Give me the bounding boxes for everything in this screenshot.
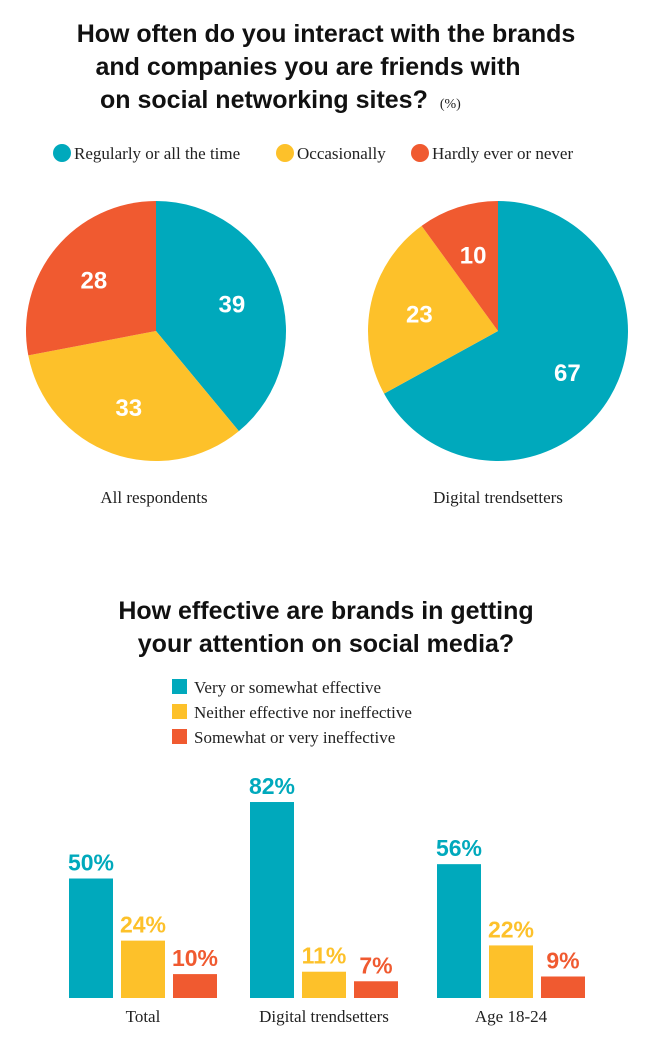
bar bbox=[437, 864, 481, 998]
pie-slice-label: 33 bbox=[115, 395, 142, 422]
pie-slice bbox=[384, 201, 628, 461]
pie-slice bbox=[368, 225, 498, 394]
bar bbox=[354, 981, 398, 998]
legend-swatch bbox=[172, 679, 187, 694]
pie-slice-label: 23 bbox=[406, 301, 433, 328]
bar-title-line-1: How effective are brands in getting bbox=[118, 597, 533, 625]
pie-legend: Regularly or all the time Occasionally Har… bbox=[53, 144, 573, 163]
bar-value-label: 24% bbox=[120, 912, 166, 938]
legend-label: Somewhat or very ineffective bbox=[194, 728, 395, 747]
pie-caption: Digital trendsetters bbox=[433, 488, 563, 507]
pie-slice-label: 28 bbox=[81, 268, 108, 295]
pie-title-line-1: How often do you interact with the brand… bbox=[77, 20, 576, 48]
bar-value-label: 10% bbox=[172, 945, 218, 971]
pie-slice-label: 10 bbox=[460, 242, 487, 269]
pie-title-line-3-group: on social networking sites? (%) bbox=[100, 86, 461, 114]
category-label: Digital trendsetters bbox=[259, 1007, 389, 1026]
bar bbox=[69, 878, 113, 998]
legend-label: Neither effective nor ineffective bbox=[194, 703, 412, 722]
pie-slice-label: 67 bbox=[554, 360, 581, 387]
pie-caption: All respondents bbox=[100, 488, 207, 507]
bar bbox=[250, 802, 294, 998]
pie-title-line-3: on social networking sites? bbox=[100, 86, 428, 114]
bar-value-label: 50% bbox=[68, 850, 114, 876]
bar bbox=[121, 940, 165, 998]
bar-value-label: 82% bbox=[249, 773, 295, 799]
bar-value-label: 7% bbox=[359, 952, 392, 978]
pie-slice bbox=[25, 201, 156, 356]
legend-label: Hardly ever or never bbox=[432, 144, 573, 163]
bar-title-line-2: your attention on social media? bbox=[138, 630, 514, 658]
bar bbox=[489, 945, 533, 998]
legend-swatch bbox=[411, 144, 429, 162]
legend-swatch bbox=[172, 704, 187, 719]
category-label: Age 18-24 bbox=[475, 1007, 548, 1026]
legend-swatch bbox=[276, 144, 294, 162]
legend-label: Regularly or all the time bbox=[74, 144, 240, 163]
bar bbox=[541, 976, 585, 998]
pie-slice bbox=[156, 201, 287, 432]
bar-value-label: 22% bbox=[488, 916, 534, 942]
pie-slice-label: 39 bbox=[218, 292, 245, 319]
bar-value-label: 9% bbox=[546, 947, 579, 973]
bar bbox=[173, 974, 217, 998]
pie-slice bbox=[28, 331, 239, 461]
legend-label: Very or somewhat effective bbox=[194, 678, 381, 697]
bar-value-label: 11% bbox=[302, 943, 347, 969]
legend-swatch bbox=[172, 729, 187, 744]
pies: 39 33 28 All respondents 67 23 10 Digital trend… bbox=[25, 201, 628, 507]
bars: 50% 24%10% Total 82% 11% 7% Digital trendsette… bbox=[68, 773, 585, 1026]
bar-value-label: 56% bbox=[436, 835, 482, 861]
legend-label: Occasionally bbox=[297, 144, 386, 163]
pie-title-line-2: and companies you are friends with bbox=[95, 53, 520, 81]
pie-unit: (%) bbox=[440, 97, 461, 112]
bar bbox=[302, 971, 346, 998]
legend-swatch bbox=[53, 144, 71, 162]
bar-legend: Very or somewhat effective Neither effect… bbox=[172, 678, 412, 747]
pie-slice bbox=[421, 201, 498, 331]
category-label: Total bbox=[126, 1007, 161, 1026]
